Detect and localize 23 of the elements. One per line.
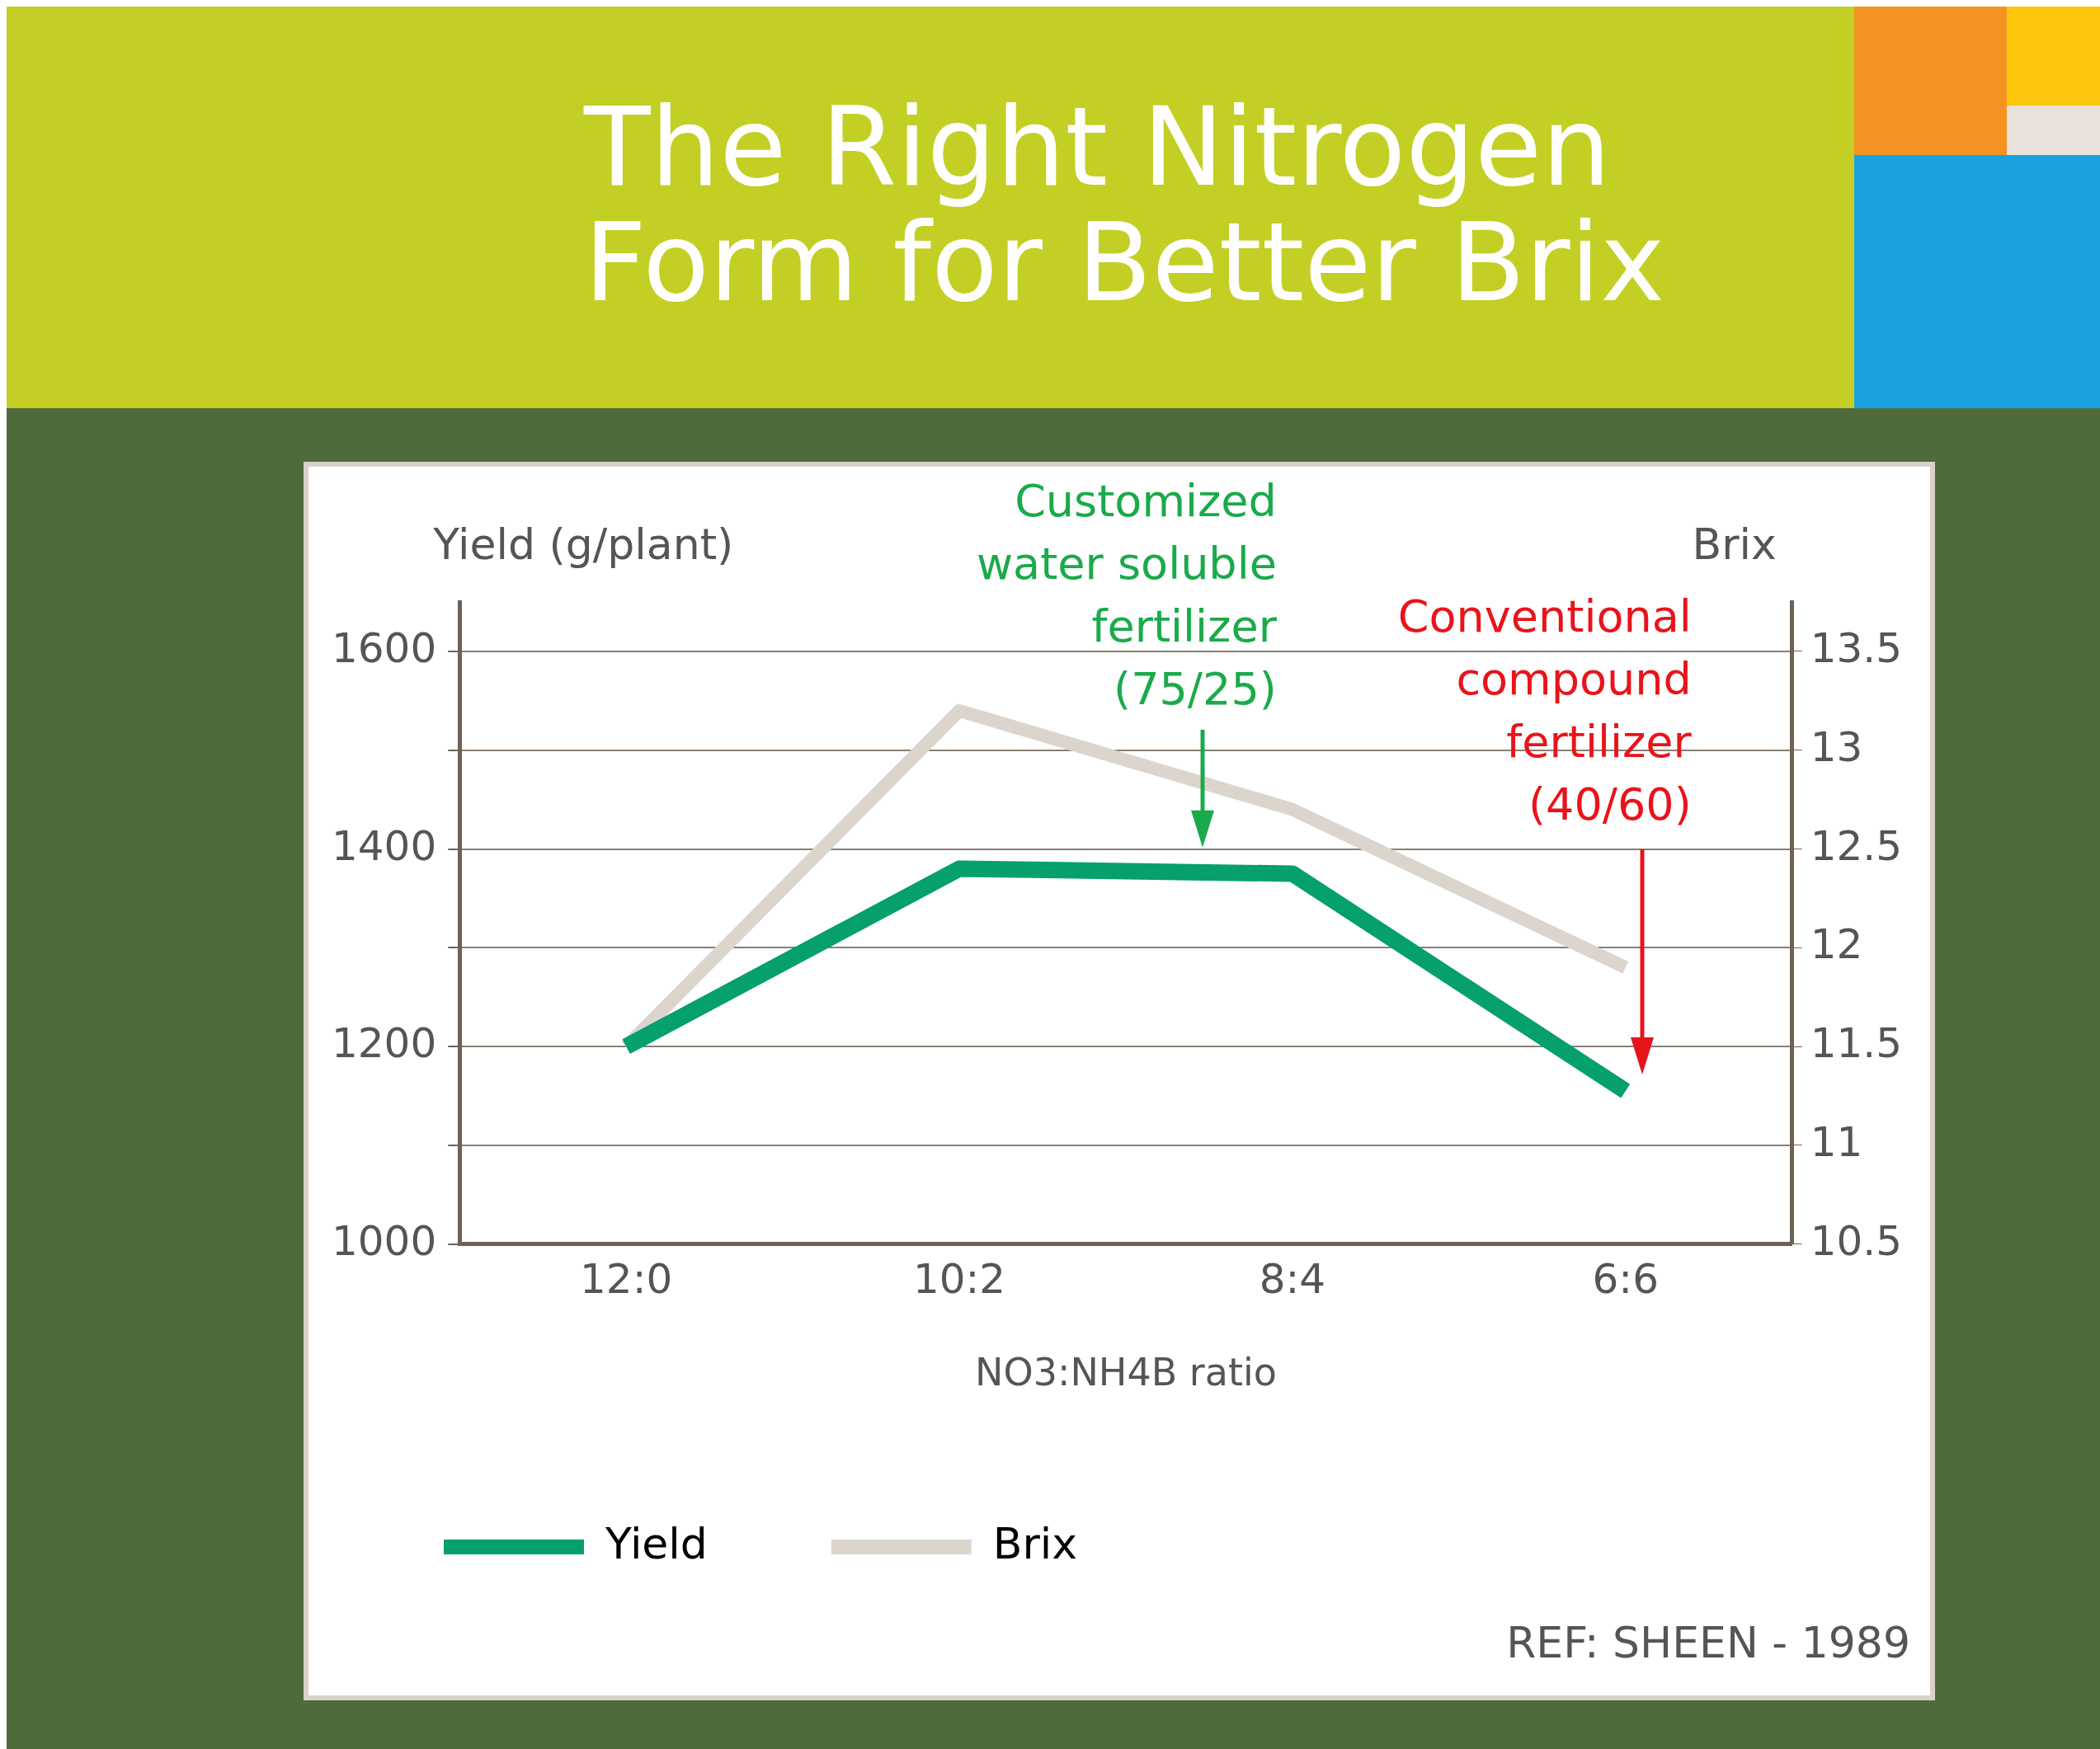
- y-axis-title: Yield (g/plant): [432, 519, 734, 569]
- legend-label: Brix: [992, 1518, 1078, 1568]
- y2-tick-label: 13: [1810, 722, 1863, 771]
- y-tick-label: 1600: [332, 623, 437, 672]
- x-tick-label: 12:0: [580, 1254, 673, 1303]
- y-tick-label: 1000: [332, 1216, 437, 1265]
- legend-label: Yield: [605, 1518, 708, 1568]
- y-tick-label: 1200: [332, 1019, 437, 1068]
- x-axis-title: NO3:NH4B ratio: [975, 1350, 1277, 1395]
- chart-title: The Right Nitrogen Form for Better Brix: [584, 83, 1666, 326]
- y2-tick-label: 13.5: [1810, 623, 1902, 672]
- x-tick-label: 10:2: [912, 1254, 1006, 1303]
- x-tick-label: 6:6: [1592, 1254, 1659, 1303]
- x-tick-label: 8:4: [1259, 1254, 1326, 1303]
- y2-tick-label: 11: [1810, 1117, 1863, 1166]
- y2-tick-label: 12.5: [1810, 821, 1902, 870]
- annotation: Customized water soluble fertilizer (75/25): [975, 474, 1277, 717]
- y-tick-label: 1400: [332, 821, 437, 870]
- text: REF: SHEEN - 1989: [1506, 1618, 1910, 1667]
- y2-tick-label: 11.5: [1810, 1019, 1902, 1068]
- y2-tick-label: 12: [1810, 920, 1863, 969]
- y2-axis-title: Brix: [1692, 519, 1777, 569]
- y2-tick-label: 10.5: [1810, 1216, 1902, 1265]
